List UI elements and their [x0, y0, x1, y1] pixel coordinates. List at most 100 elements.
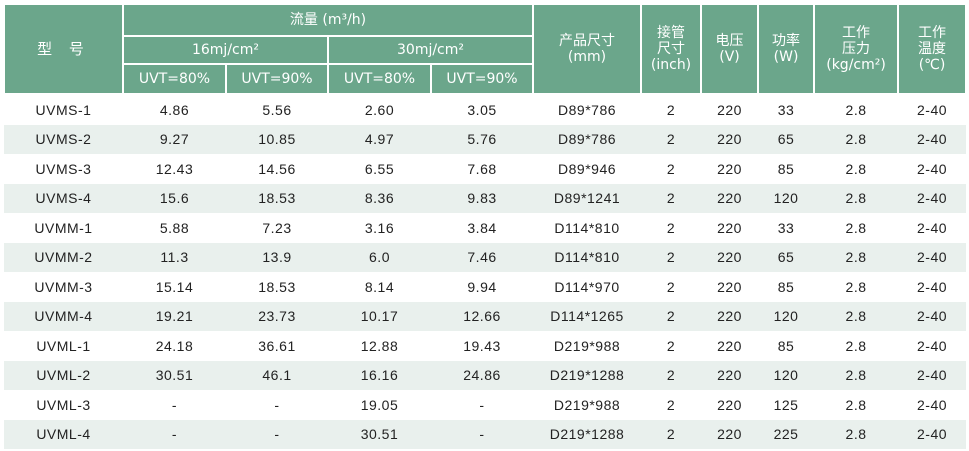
table-cell: - [479, 396, 485, 413]
table-cell: - [431, 419, 534, 449]
table-cell: D219*988 [553, 396, 621, 413]
table-cell: 30.51 [123, 360, 226, 390]
table-cell: 2.8 [814, 301, 899, 331]
table-cell: D114*1265 [533, 301, 642, 331]
table-cell: 220 [717, 337, 742, 354]
table-cell: 220 [717, 278, 742, 295]
table-cell: 18.53 [226, 183, 328, 213]
table-cell: 65 [758, 242, 815, 272]
table-cell: 220 [701, 242, 759, 272]
table-cell: 2-40 [898, 301, 967, 331]
table-cell: UVML-1 [36, 337, 91, 354]
table-cell: 3.05 [467, 101, 497, 118]
table-cell: D89*1241 [533, 183, 642, 213]
table-cell: D219*1288 [533, 419, 642, 449]
table-cell: 24.18 [155, 337, 194, 354]
table-cell: D89*786 [533, 124, 642, 154]
header-uvt90: UVT=90% [225, 63, 329, 95]
table-cell: 2-40 [898, 124, 967, 154]
table-cell: 220 [701, 301, 759, 331]
table-cell: - [274, 396, 280, 413]
table-cell: 2.8 [814, 183, 899, 213]
table-cell: 5.88 [159, 219, 190, 236]
table-cell: 125 [773, 396, 799, 413]
table-cell: 2 [641, 360, 702, 390]
table-cell: D89*786 [558, 101, 617, 118]
header-pipe: 接管 尺寸 (inch) [640, 3, 703, 95]
table-row: UVML-1 24.18 36.61 12.88 19.43 D219*988 2 220 85… [4, 331, 966, 361]
table-cell: 2 [666, 337, 676, 354]
table-cell: 2.8 [814, 360, 899, 390]
table-cell: 2 [641, 419, 702, 449]
table-cell: 2.8 [814, 242, 899, 272]
table-cell: 65 [758, 124, 815, 154]
table-cell: 2 [666, 396, 676, 413]
table-cell: 225 [758, 419, 815, 449]
table-cell: 220 [717, 396, 742, 413]
table-cell: 2.8 [845, 101, 867, 118]
table-cell: 4.86 [159, 101, 190, 118]
table-cell: UVMM-3 [34, 278, 93, 295]
table-cell: 11.3 [123, 242, 226, 272]
table-cell: 33 [777, 219, 795, 236]
table-cell: 30.51 [328, 419, 431, 449]
table-cell: 220 [701, 124, 759, 154]
table-cell: D219*1288 [533, 360, 642, 390]
table-cell: - [123, 419, 226, 449]
table-row: UVMS-4 15.6 18.53 8.36 9.83 D89*1241 2 220 120 2.… [4, 183, 967, 213]
table-cell: 23.73 [226, 301, 328, 331]
table-cell: 220 [701, 419, 759, 449]
header-model: 型 号 [3, 3, 124, 95]
table-cell: 2.8 [845, 160, 867, 177]
table-cell: 220 [717, 160, 742, 177]
table-cell: 5.56 [262, 101, 292, 118]
table-cell: 9.27 [123, 124, 226, 154]
table-cell: 2.60 [364, 101, 395, 118]
table-cell: 2 [666, 101, 676, 118]
table-cell: 18.53 [258, 278, 296, 295]
table-cell: UVML-4 [4, 419, 123, 449]
table-row: UVMM-1 5.88 7.23 3.16 3.84 D114*810 2 220 33 2.8 2… [4, 213, 966, 243]
table-cell: 5.76 [431, 124, 534, 154]
table-cell: 2 [641, 301, 702, 331]
table-cell: UVMM-4 [4, 301, 123, 331]
table-row: UVMM-4 19.21 23.73 10.17 12.66 D114*1265 2 220 1… [4, 301, 967, 331]
table-cell: 2-40 [917, 219, 948, 236]
table-cell: 9.94 [467, 278, 497, 295]
table-cell: 13.9 [226, 242, 328, 272]
table-cell: 15.14 [155, 278, 194, 295]
header-uvt80: UVT=80% [327, 63, 432, 95]
table-cell: 2.8 [845, 396, 867, 413]
table-row: UVMM-2 11.3 13.9 6.0 7.46 D114*810 2 220 65 2.8 2-… [4, 242, 967, 272]
table-cell: 85 [777, 160, 795, 177]
table-cell: 16.16 [328, 360, 431, 390]
table-row: UVMS-2 9.27 10.85 4.97 5.76 D89*786 2 220 65 2.8 2… [4, 124, 967, 154]
header-voltage: 电压 (V) [700, 3, 760, 95]
table-cell: 14.56 [258, 160, 296, 177]
table-cell: D89*946 [558, 160, 617, 177]
table-cell: 12.88 [360, 337, 399, 354]
table-cell: UVMS-3 [35, 160, 92, 177]
table-cell: 2 [666, 160, 676, 177]
table-cell: 12.43 [155, 160, 194, 177]
table-row: UVML-3 - - 19.05 - D219*988 2 220 125 2.8 2-40 [4, 390, 966, 420]
header-flow: 流量 (m³/h) [121, 3, 535, 37]
table-row: UVMM-3 15.14 18.53 8.14 9.94 D114*970 2 220 85 2.… [4, 272, 966, 302]
table-cell: 7.68 [467, 160, 497, 177]
table-cell: 85 [777, 278, 795, 295]
header-uvt90: UVT=90% [429, 63, 535, 95]
table-cell: 220 [717, 219, 742, 236]
header-size: 产品尺寸 (mm) [532, 3, 643, 95]
table-cell: 2-40 [898, 360, 967, 390]
table-cell: - [171, 396, 178, 413]
table-cell: 10.85 [226, 124, 328, 154]
header-uvt80: UVT=80% [122, 63, 227, 95]
header-dose-30: 30mj/cm² [326, 35, 535, 65]
table-row: UVMS-3 12.43 14.56 6.55 7.68 D89*946 2 220 85 2.8… [4, 154, 966, 184]
table-cell: D219*988 [553, 337, 621, 354]
table-cell: 15.6 [123, 183, 226, 213]
table-cell: 220 [717, 101, 742, 118]
table-cell: 19.05 [360, 396, 399, 413]
table-cell: 8.14 [364, 278, 395, 295]
table-row: UVML-4- -30.51- D219*1288 2 220 225 2.8 2-40 [4, 419, 967, 449]
